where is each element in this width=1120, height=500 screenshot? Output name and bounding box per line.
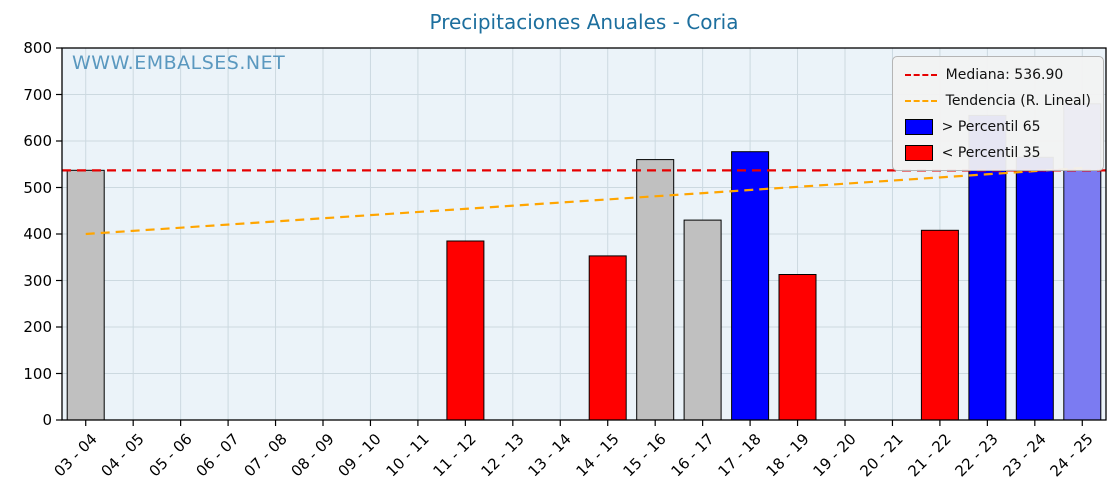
watermark: WWW.EMBALSES.NET (72, 52, 286, 74)
y-tick-label: 400 (23, 225, 52, 243)
bar-18-19 (778, 274, 817, 421)
y-tick-label: 100 (23, 364, 52, 383)
bar-14-15 (588, 255, 627, 421)
chart-title: Precipitaciones Anuales - Coria (429, 10, 739, 34)
legend-label-median: Mediana: 536.90 (945, 66, 1064, 83)
legend-item-median: Mediana: 536.90 (904, 64, 1091, 85)
y-tick-label: 800 (23, 39, 52, 57)
legend: Mediana: 536.90 Tendencia (R. Lineal) > … (891, 56, 1104, 171)
trend-dashed-line-swatch (904, 99, 937, 102)
legend-label-percentile-35: < Percentil 35 (941, 144, 1041, 161)
legend-label-trend: Tendencia (R. Lineal) (945, 92, 1091, 109)
percentile-35-color-swatch (904, 144, 933, 161)
bar-17-18 (731, 151, 770, 421)
y-tick-label: 500 (23, 178, 52, 197)
y-tick-label: 200 (23, 318, 52, 336)
y-tick-label: 700 (23, 85, 52, 104)
trend-line (85, 166, 1083, 236)
median-dashed-line-swatch (904, 73, 937, 76)
bar-23-24 (1015, 156, 1054, 421)
legend-item-percentile-35: < Percentil 35 (904, 142, 1091, 163)
bar-11-12 (446, 240, 485, 421)
percentile-65-color-swatch (904, 118, 933, 135)
y-tick-label: 600 (23, 132, 52, 150)
bar-21-22 (920, 229, 959, 421)
bar-16-17 (683, 219, 722, 421)
bar-15-16 (636, 159, 675, 421)
bar-03-04 (66, 169, 105, 421)
legend-label-percentile-65: > Percentil 65 (941, 118, 1041, 135)
y-tick-label: 300 (23, 271, 52, 290)
legend-item-percentile-65: > Percentil 65 (904, 116, 1091, 137)
y-tick-label: 0 (42, 411, 52, 429)
legend-item-trend: Tendencia (R. Lineal) (904, 90, 1091, 111)
